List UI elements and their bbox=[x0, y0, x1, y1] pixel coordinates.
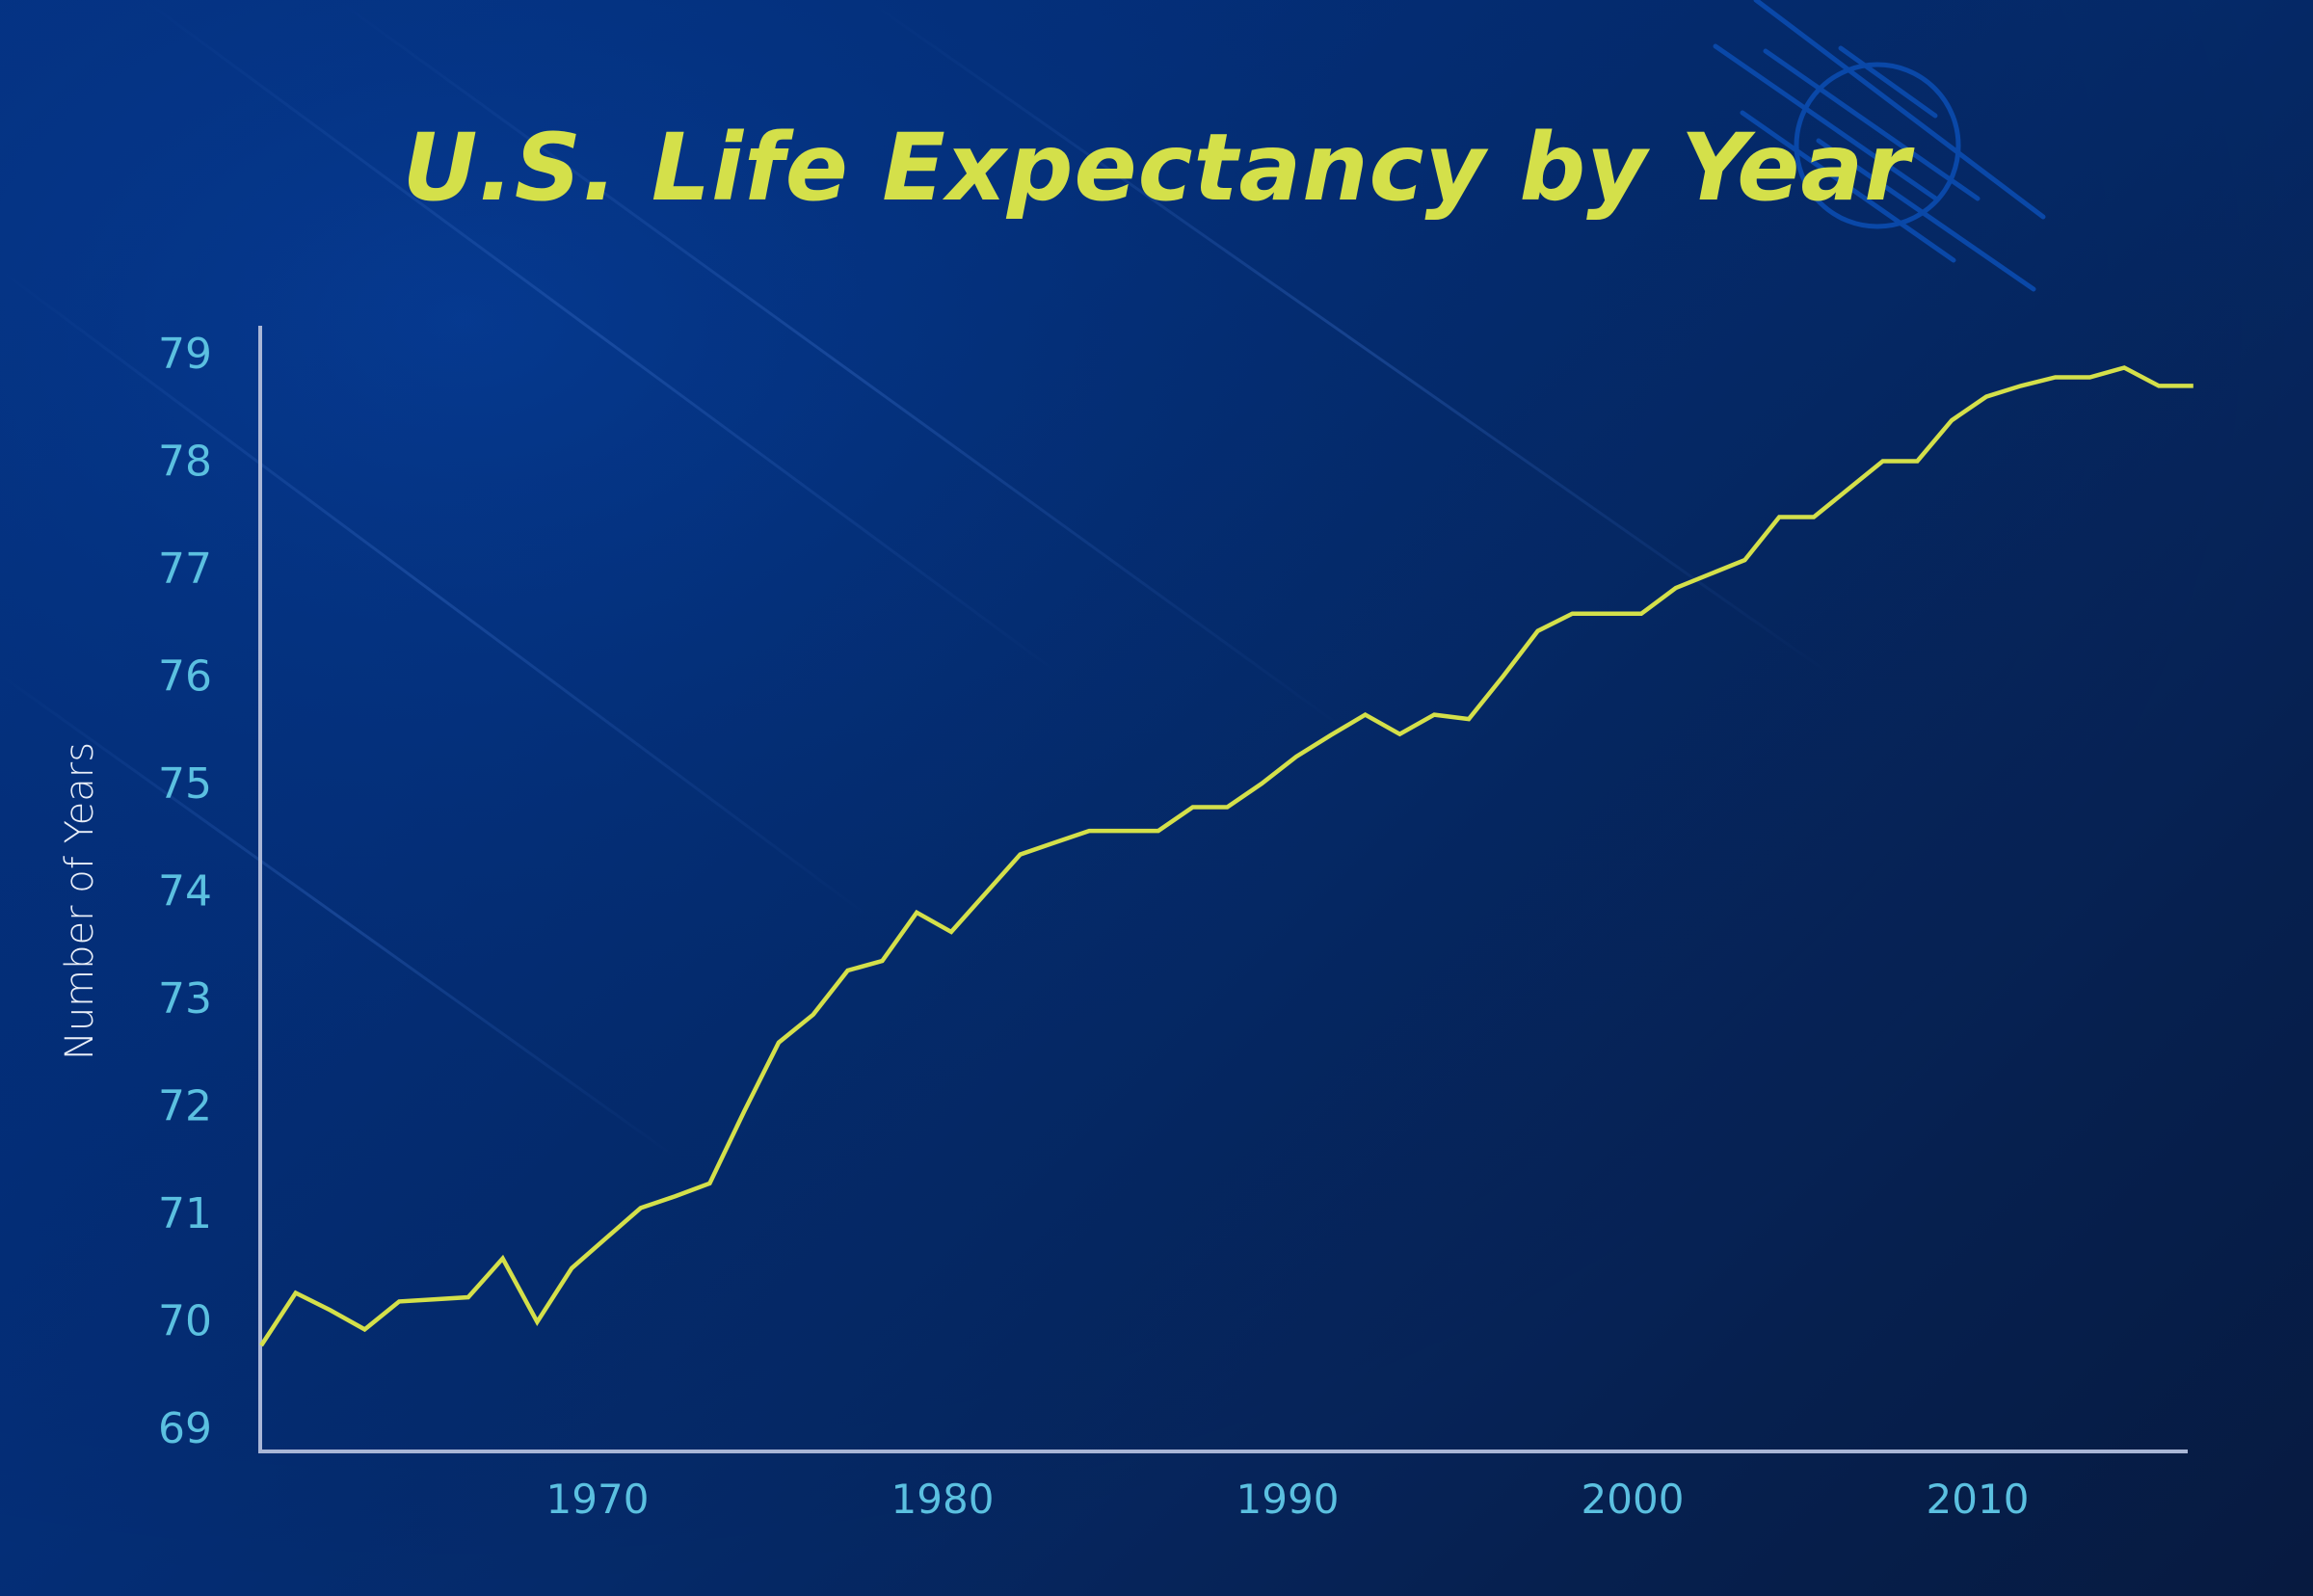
y-tick-label: 74 bbox=[158, 867, 212, 917]
series-line bbox=[259, 365, 2193, 1347]
y-tick-label: 71 bbox=[158, 1189, 212, 1238]
y-tick-label: 69 bbox=[158, 1404, 212, 1453]
x-tick-label: 2010 bbox=[1927, 1476, 2030, 1523]
y-tick-label: 72 bbox=[158, 1082, 212, 1131]
x-tick-label: 1970 bbox=[546, 1476, 650, 1523]
x-tick-label: 1990 bbox=[1236, 1476, 1340, 1523]
y-tick-label: 73 bbox=[158, 974, 212, 1024]
y-tick-label: 79 bbox=[158, 330, 212, 379]
y-tick-label: 76 bbox=[158, 652, 212, 702]
y-tick-label: 70 bbox=[158, 1297, 212, 1346]
x-tick-label: 2000 bbox=[1582, 1476, 1685, 1523]
y-tick-label: 78 bbox=[158, 438, 212, 487]
x-tick-label: 1980 bbox=[891, 1476, 995, 1523]
y-tick-label: 77 bbox=[158, 545, 212, 594]
chart-title: U.S. Life Expectancy by Year bbox=[402, 114, 1911, 222]
y-tick-label: 75 bbox=[158, 759, 212, 809]
